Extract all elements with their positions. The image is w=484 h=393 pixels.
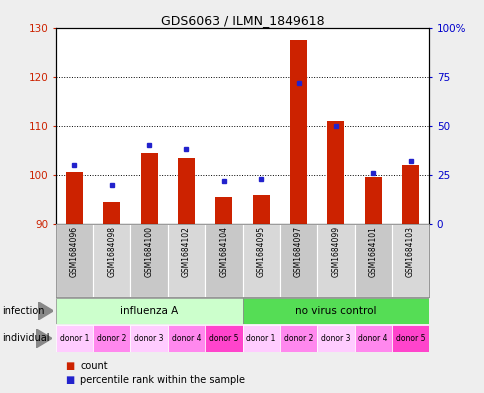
Bar bbox=[103, 202, 120, 224]
Bar bbox=[93, 325, 130, 352]
Bar bbox=[167, 325, 205, 352]
Text: count: count bbox=[80, 361, 107, 371]
Text: GSM1684102: GSM1684102 bbox=[182, 226, 191, 277]
Bar bbox=[178, 158, 195, 224]
Bar bbox=[93, 224, 130, 297]
Bar bbox=[215, 197, 232, 224]
Text: donor 5: donor 5 bbox=[395, 334, 424, 343]
Bar bbox=[242, 298, 428, 324]
Text: percentile rank within the sample: percentile rank within the sample bbox=[80, 375, 244, 386]
Text: donor 3: donor 3 bbox=[134, 334, 164, 343]
Text: donor 1: donor 1 bbox=[60, 334, 89, 343]
Bar bbox=[140, 153, 157, 224]
Text: GSM1684099: GSM1684099 bbox=[331, 226, 340, 277]
Bar bbox=[56, 325, 93, 352]
Bar bbox=[205, 325, 242, 352]
Text: donor 4: donor 4 bbox=[171, 334, 201, 343]
Text: donor 4: donor 4 bbox=[358, 334, 387, 343]
Text: ■: ■ bbox=[65, 361, 75, 371]
Text: GSM1684098: GSM1684098 bbox=[107, 226, 116, 277]
Bar bbox=[354, 224, 391, 297]
Bar bbox=[130, 224, 167, 297]
Text: GSM1684096: GSM1684096 bbox=[70, 226, 79, 277]
Bar bbox=[317, 325, 354, 352]
Text: GSM1684095: GSM1684095 bbox=[256, 226, 265, 277]
Bar bbox=[391, 325, 428, 352]
Bar bbox=[279, 224, 317, 297]
Bar bbox=[391, 224, 428, 297]
Text: donor 2: donor 2 bbox=[97, 334, 126, 343]
Bar bbox=[354, 325, 391, 352]
Polygon shape bbox=[36, 329, 52, 348]
Text: ■: ■ bbox=[65, 375, 75, 386]
Text: individual: individual bbox=[2, 333, 50, 343]
Bar bbox=[167, 224, 205, 297]
Bar bbox=[279, 325, 317, 352]
Text: GSM1684101: GSM1684101 bbox=[368, 226, 377, 277]
Polygon shape bbox=[38, 301, 53, 320]
Text: GDS6063 / ILMN_1849618: GDS6063 / ILMN_1849618 bbox=[160, 14, 324, 27]
Bar bbox=[56, 298, 242, 324]
Bar bbox=[130, 325, 167, 352]
Bar bbox=[205, 224, 242, 297]
Bar bbox=[66, 173, 83, 224]
Text: GSM1684100: GSM1684100 bbox=[144, 226, 153, 277]
Bar bbox=[317, 224, 354, 297]
Text: GSM1684104: GSM1684104 bbox=[219, 226, 228, 277]
Text: GSM1684097: GSM1684097 bbox=[293, 226, 302, 277]
Bar bbox=[327, 121, 344, 224]
Text: no virus control: no virus control bbox=[294, 306, 376, 316]
Text: donor 3: donor 3 bbox=[320, 334, 350, 343]
Bar bbox=[401, 165, 418, 224]
Text: infection: infection bbox=[2, 306, 45, 316]
Text: influenza A: influenza A bbox=[120, 306, 178, 316]
Bar bbox=[56, 224, 93, 297]
Text: GSM1684103: GSM1684103 bbox=[405, 226, 414, 277]
Bar bbox=[289, 40, 306, 224]
Bar bbox=[242, 224, 279, 297]
Bar bbox=[364, 177, 381, 224]
Text: donor 5: donor 5 bbox=[209, 334, 238, 343]
Text: donor 1: donor 1 bbox=[246, 334, 275, 343]
Text: donor 2: donor 2 bbox=[283, 334, 313, 343]
Bar bbox=[252, 195, 269, 224]
Bar bbox=[242, 325, 279, 352]
